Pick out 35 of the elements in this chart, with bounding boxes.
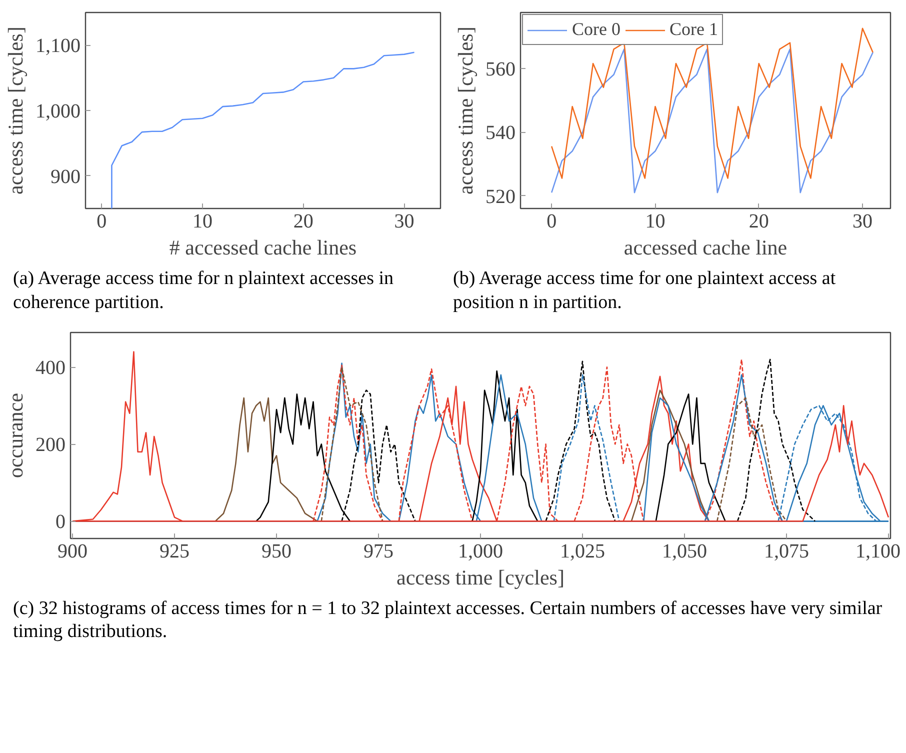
y-tick-label: 1,100 <box>36 35 80 58</box>
y-tick-label: 900 <box>50 166 80 188</box>
y-tick-label: 0 <box>56 510 66 533</box>
x-tick-label: 0 <box>96 210 107 232</box>
x-tick-label: 20 <box>748 210 769 232</box>
y-axis-title: occurance <box>4 392 28 478</box>
x-tick-label: 925 <box>160 540 190 562</box>
x-tick-label: 950 <box>262 540 292 562</box>
y-axis-title: access time [cycles] <box>454 26 478 194</box>
x-tick-label: 10 <box>192 210 212 232</box>
x-axis-title: access time [cycles] <box>396 565 564 589</box>
x-tick-label: 0 <box>546 210 557 232</box>
y-tick-label: 200 <box>36 434 66 456</box>
x-tick-label: 975 <box>364 540 394 562</box>
x-tick-label: 1,050 <box>662 540 707 562</box>
y-tick-label: 1,000 <box>36 100 80 122</box>
x-tick-label: 1,100 <box>856 540 900 562</box>
y-tick-label: 540 <box>486 122 516 144</box>
x-axis-title: # accessed cache lines <box>169 236 357 260</box>
x-tick-label: 10 <box>645 210 666 232</box>
x-axis-title: accessed cache line <box>624 236 788 260</box>
y-tick-label: 560 <box>486 58 516 80</box>
x-tick-label: 30 <box>394 210 414 232</box>
legend-label: Core 1 <box>670 19 718 40</box>
x-tick-label: 1,025 <box>560 540 605 562</box>
x-tick-label: 30 <box>852 210 873 232</box>
y-tick-label: 400 <box>36 356 66 379</box>
text: (b) Average access time for one plaintext access at position n in partition. <box>453 267 837 314</box>
y-axis-title: access time [cycles] <box>4 26 28 194</box>
text: (c) 32 histograms of access times for n = 1 to 32 plaintext accesses. Certain numbers of accesses have very similar timing distributions. <box>13 596 884 644</box>
y-tick-label: 520 <box>486 186 516 208</box>
x-tick-label: 20 <box>293 210 314 232</box>
x-tick-label: 1,075 <box>764 540 809 562</box>
legend-label: Core 0 <box>572 19 620 40</box>
text: (a) Average access time for n plaintext accesses in coherence partition. <box>13 267 395 314</box>
